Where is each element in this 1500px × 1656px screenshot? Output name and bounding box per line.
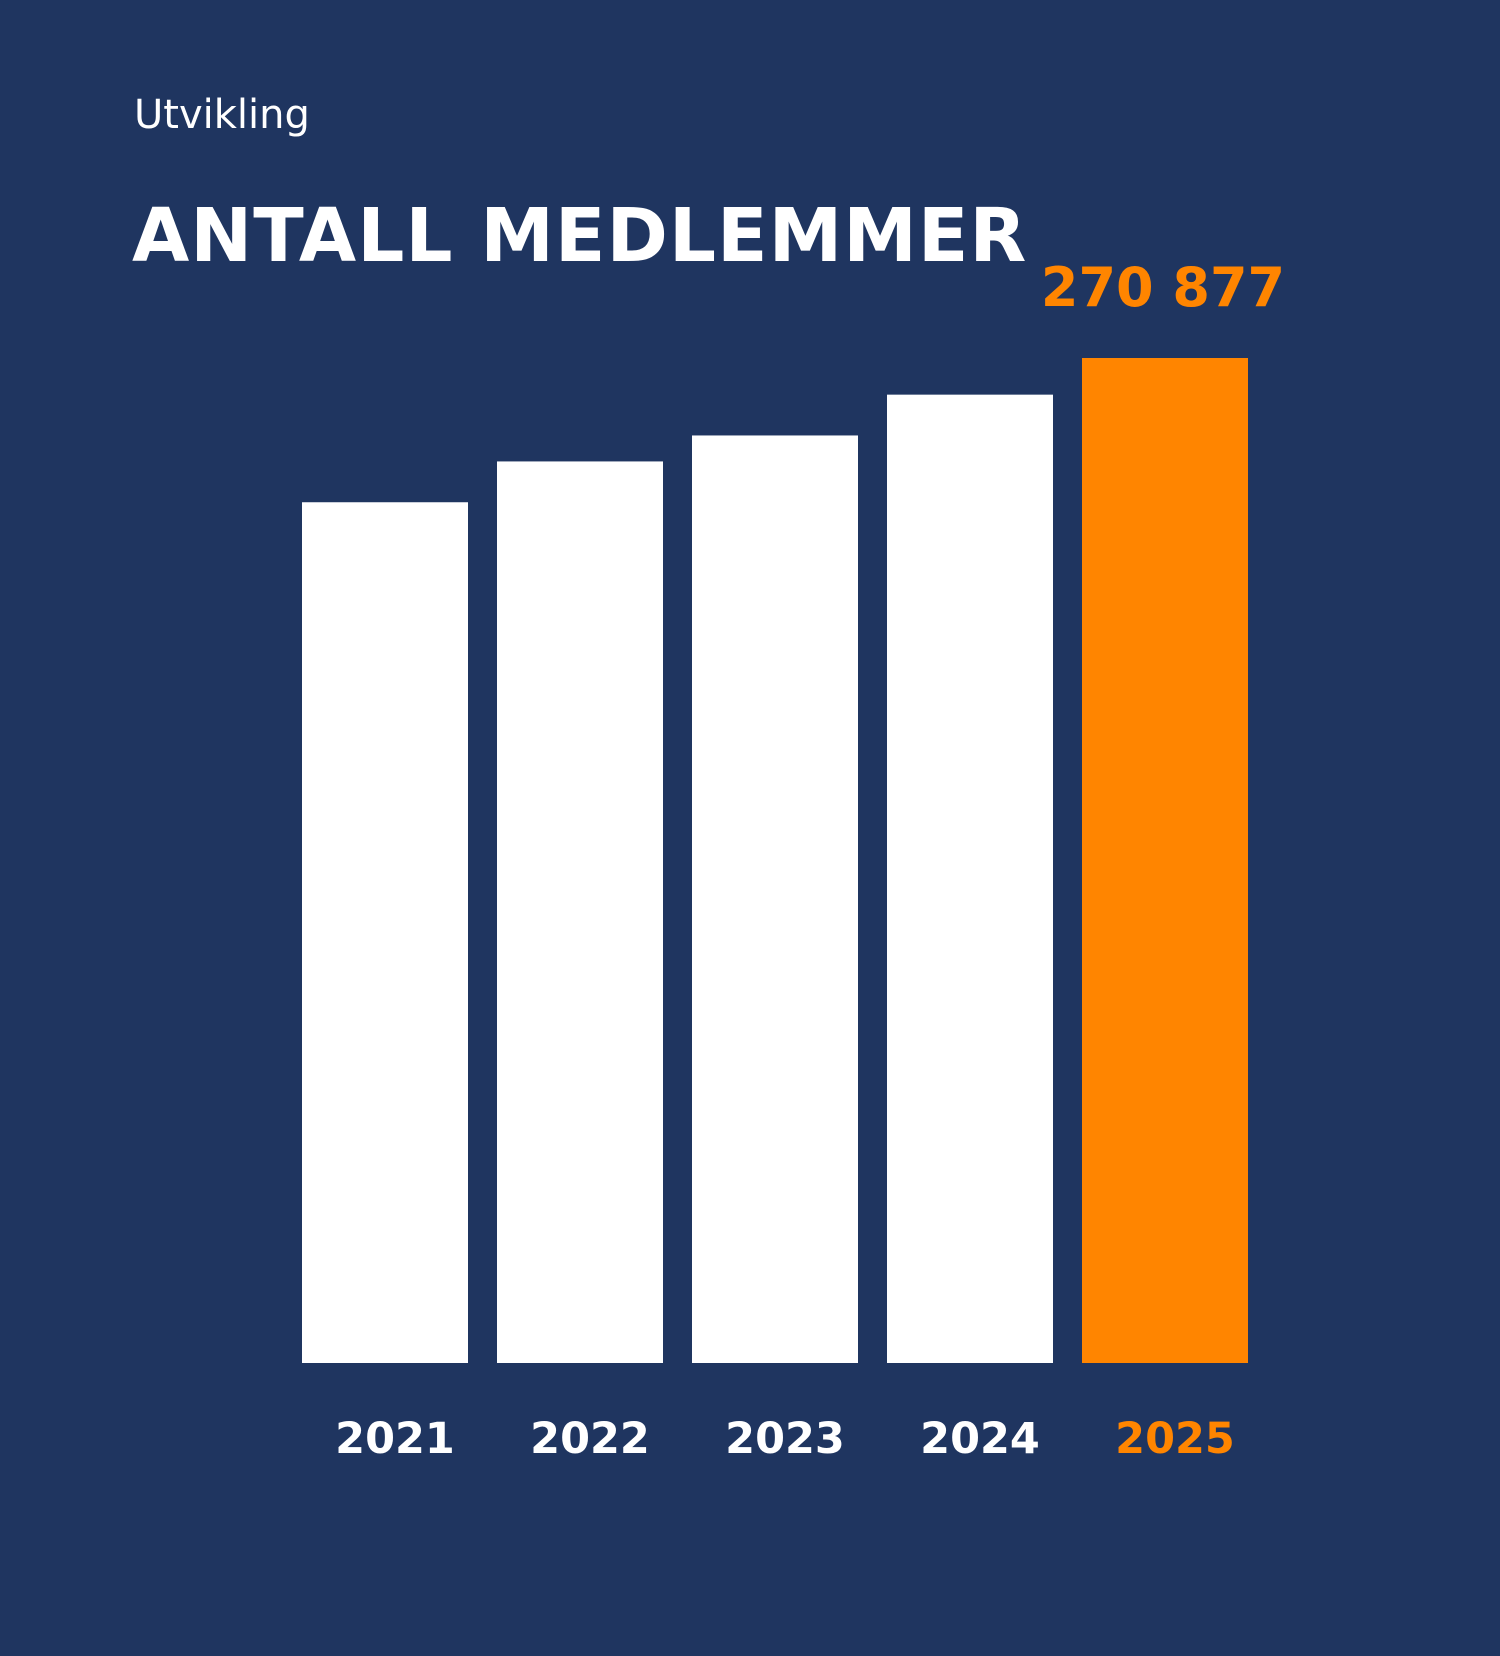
tick-label-2024: 2024 [920, 1414, 1040, 1464]
chart-title: ANTALL MEDLEMMER [132, 193, 1028, 279]
data-label-2025: 270 877 [1041, 256, 1285, 319]
tick-label-2021: 2021 [335, 1414, 455, 1464]
bar-2024 [887, 394, 1053, 1363]
chart-subtitle: Utvikling [134, 92, 310, 138]
bar-2025 [1082, 358, 1248, 1363]
tick-label-2022: 2022 [530, 1414, 650, 1464]
tick-label-2025: 2025 [1115, 1414, 1235, 1464]
tick-label-2023: 2023 [725, 1414, 845, 1464]
bar-2022 [497, 461, 663, 1363]
bar-2023 [692, 435, 858, 1363]
bar-2021 [302, 502, 468, 1363]
